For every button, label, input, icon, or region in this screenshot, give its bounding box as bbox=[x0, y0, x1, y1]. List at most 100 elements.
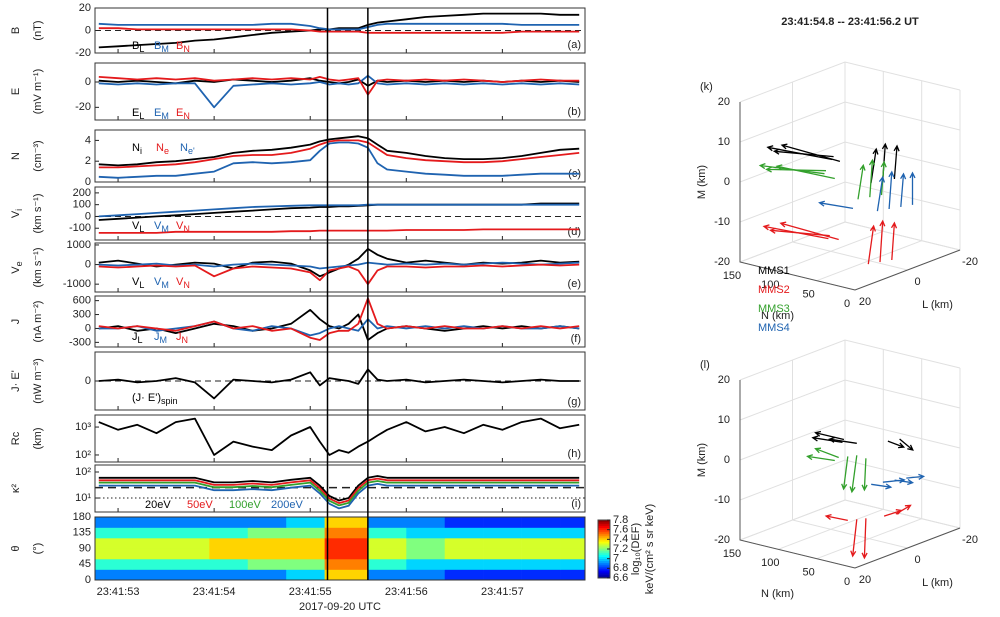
legend-entry: VM bbox=[154, 276, 169, 290]
y-tick-label: 0 bbox=[85, 375, 91, 387]
x-tick-label: 20 bbox=[859, 574, 871, 586]
panel-label: (g) bbox=[568, 396, 581, 408]
y-tick-label: 1000 bbox=[67, 239, 91, 251]
series-line bbox=[98, 139, 580, 169]
series-line bbox=[98, 228, 580, 234]
colorbar-slice bbox=[598, 535, 610, 538]
vector-arrow bbox=[861, 458, 868, 492]
spectrogram-cell bbox=[324, 548, 369, 560]
legend-entry: BN bbox=[176, 40, 190, 54]
spectrogram-cell bbox=[444, 538, 484, 549]
legend-name: 200eV bbox=[271, 499, 303, 511]
z-tick-label: -20 bbox=[714, 534, 730, 546]
series-line bbox=[98, 203, 580, 218]
y-tick-label: 180 bbox=[73, 511, 91, 523]
vector-arrow bbox=[899, 438, 914, 451]
legend-entry: JM bbox=[154, 331, 167, 345]
y-tick-label: 200 bbox=[73, 187, 91, 199]
spectrogram-cell bbox=[95, 559, 133, 570]
y-tick-label: 50 bbox=[803, 567, 815, 579]
spectrogram-cell bbox=[170, 569, 210, 580]
legend-entry: Ne' bbox=[180, 142, 195, 156]
legend-entry: VL bbox=[132, 276, 144, 290]
spectrogram-cell bbox=[132, 559, 172, 570]
spectrogram-cell bbox=[444, 548, 484, 560]
legend-entry: BM bbox=[154, 40, 169, 54]
series-line bbox=[98, 76, 580, 96]
panel-frame bbox=[94, 464, 586, 513]
legend-entry: BL bbox=[132, 40, 144, 54]
spectrogram-cell bbox=[444, 517, 484, 528]
vector-arrow bbox=[871, 483, 893, 490]
legend-entry: VN bbox=[176, 220, 190, 234]
z-axis-label: M (km) bbox=[696, 165, 708, 199]
z-tick-label: 20 bbox=[718, 374, 730, 386]
spectrogram-cell bbox=[324, 517, 369, 528]
colorbar-slice bbox=[598, 533, 610, 536]
legend-name: J bbox=[176, 331, 182, 343]
spectrogram-cell bbox=[95, 548, 133, 560]
spectrogram-cell bbox=[132, 527, 172, 539]
colorbar-tick-label: 7.4 bbox=[613, 533, 628, 545]
spectrogram-cell bbox=[95, 569, 133, 580]
x-tick-label: 23:41:55 bbox=[289, 586, 332, 598]
spectrogram-cell bbox=[286, 569, 325, 580]
legend-sub: N bbox=[182, 335, 189, 345]
y-label: E bbox=[10, 88, 22, 95]
spectrogram-cell bbox=[521, 548, 561, 560]
legend-name: E bbox=[154, 107, 161, 119]
colorbar-slice bbox=[598, 570, 610, 573]
y-tick-label: -20 bbox=[75, 47, 91, 59]
legend-sub: M bbox=[161, 280, 169, 290]
vector-arrow bbox=[906, 473, 926, 480]
spectrogram-cell bbox=[560, 548, 585, 560]
series-line bbox=[98, 12, 580, 49]
y-tick-label: 50 bbox=[803, 289, 815, 301]
vector-arrow bbox=[806, 454, 835, 462]
panel-frame bbox=[94, 62, 586, 121]
panel-frame bbox=[94, 414, 586, 463]
vector-arrow bbox=[900, 172, 907, 207]
vector-arrow bbox=[888, 170, 895, 210]
spectrogram-cell bbox=[247, 527, 287, 539]
y-tick-label: 0 bbox=[85, 176, 91, 188]
series-line bbox=[98, 483, 580, 510]
spectrogram-cell bbox=[483, 538, 522, 549]
series-line bbox=[98, 368, 580, 400]
z-tick-label: 10 bbox=[718, 136, 730, 148]
vector-arrow bbox=[775, 164, 835, 180]
plot-area bbox=[98, 297, 580, 341]
legend-name: V bbox=[132, 220, 140, 232]
legend-sub: N bbox=[183, 111, 190, 121]
x-tick-label: 0 bbox=[914, 554, 920, 566]
legend-entry: (J· E')spin bbox=[132, 392, 178, 406]
spectrogram-cell bbox=[247, 559, 287, 570]
y-label-sub: i bbox=[14, 209, 24, 211]
spectrogram-cell bbox=[560, 527, 585, 539]
colorbar-slice bbox=[598, 527, 610, 530]
colorbar-tick-label: 7.2 bbox=[613, 543, 628, 555]
y-tick-label: 150 bbox=[723, 548, 741, 560]
legend-name: V bbox=[132, 276, 140, 288]
x-tick-label: -20 bbox=[962, 534, 978, 546]
y-label-name: J bbox=[10, 319, 22, 325]
series-line bbox=[98, 475, 580, 502]
series-line bbox=[98, 135, 580, 167]
grid-line bbox=[739, 379, 961, 421]
vector-arrow bbox=[814, 447, 839, 459]
grid-line bbox=[739, 459, 961, 501]
spectrogram-cell bbox=[444, 569, 484, 580]
x-label: 2017-09-20 UTC bbox=[299, 601, 381, 613]
y-unit: (nT) bbox=[32, 20, 44, 40]
legend-sub: L bbox=[139, 280, 144, 290]
spectrogram-cell bbox=[367, 527, 407, 539]
y-tick-label: 300 bbox=[73, 308, 91, 320]
y-label-name: E bbox=[10, 88, 22, 95]
spectrogram-cell bbox=[286, 548, 325, 560]
y-tick-label: 100 bbox=[761, 557, 779, 569]
grid-line bbox=[844, 340, 961, 529]
vector-arrow bbox=[868, 158, 876, 198]
vector-arrow bbox=[893, 144, 900, 180]
colorbar-slice bbox=[598, 568, 610, 571]
